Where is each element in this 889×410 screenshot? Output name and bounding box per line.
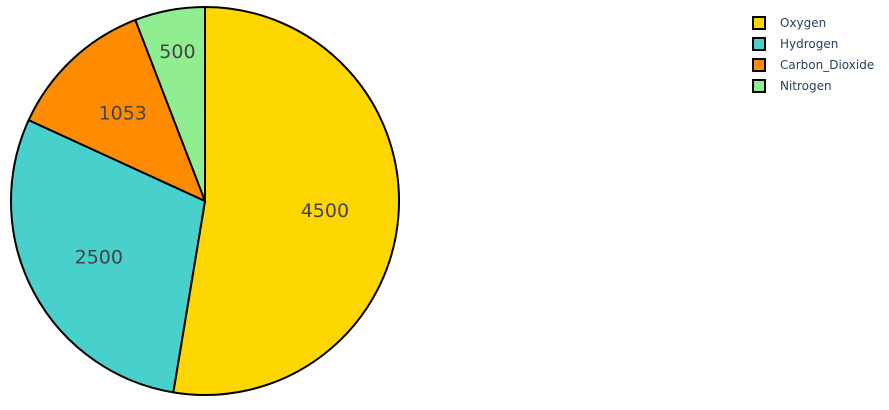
pie-slice-carbon-dioxide[interactable]	[27, 18, 206, 202]
legend-label-nitrogen: Nitrogen	[780, 79, 832, 93]
legend-item-nitrogen[interactable]: Nitrogen	[752, 79, 832, 93]
pie-slice-hydrogen[interactable]	[10, 119, 206, 394]
pie-slice-nitrogen[interactable]	[134, 6, 206, 202]
legend-label-oxygen: Oxygen	[780, 16, 826, 30]
slice-value-label-hydrogen: 2500	[75, 246, 123, 268]
legend-label-carbon-dioxide: Carbon_Dioxide	[780, 58, 874, 72]
pie-slice-labels: 4500 2500 1053 500	[75, 41, 349, 268]
legend-swatch-nitrogen	[752, 79, 766, 93]
legend-item-carbon-dioxide[interactable]: Carbon_Dioxide	[752, 58, 874, 72]
legend: Oxygen Hydrogen Carbon_Dioxide Nitrogen	[752, 16, 874, 93]
pie-slices	[10, 6, 400, 396]
legend-item-oxygen[interactable]: Oxygen	[752, 16, 826, 30]
slice-value-label-nitrogen: 500	[159, 41, 195, 63]
legend-label-hydrogen: Hydrogen	[780, 37, 838, 51]
slice-value-label-carbon-dioxide: 1053	[99, 102, 147, 124]
slice-value-label-oxygen: 4500	[301, 200, 349, 222]
legend-swatch-carbon-dioxide	[752, 58, 766, 72]
legend-item-hydrogen[interactable]: Hydrogen	[752, 37, 838, 51]
legend-swatch-oxygen	[752, 16, 766, 30]
legend-swatch-hydrogen	[752, 37, 766, 51]
pie-slice-oxygen[interactable]	[172, 6, 400, 396]
